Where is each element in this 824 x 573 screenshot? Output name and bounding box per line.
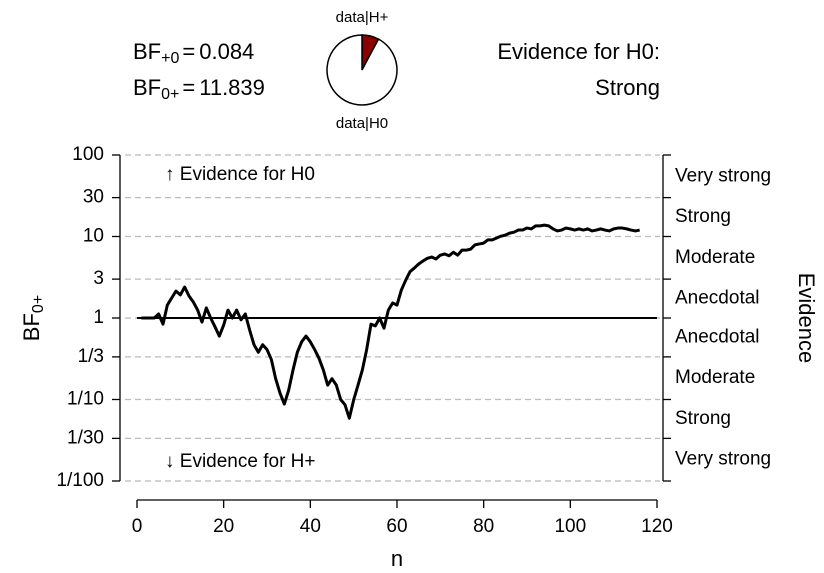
evidence-category: Very strong <box>675 449 771 470</box>
annotation: ↑ Evidence for H0 <box>165 164 315 185</box>
y-tick-label: 10 <box>83 226 104 247</box>
y-tick-label: 1/3 <box>78 346 104 367</box>
bf-label: BF0+ = 11.839 <box>133 75 265 103</box>
bf-operator: = <box>182 39 195 64</box>
x-tick-label: 100 <box>554 516 586 537</box>
x-tick-label: 20 <box>213 516 234 537</box>
x-tick-label: 0 <box>132 516 143 537</box>
y-tick-label: 1/100 <box>56 470 104 491</box>
pie-label: data|H+ <box>336 9 389 26</box>
bf-subscript: 0+ <box>161 86 179 103</box>
x-tick-label: 80 <box>473 516 494 537</box>
evidence-title: Evidence for H0: <box>497 39 660 64</box>
x-tick-label: 60 <box>386 516 407 537</box>
y-tick-label: 30 <box>83 187 104 208</box>
bf-name: BF <box>133 75 161 100</box>
bf-operator: = <box>182 75 195 100</box>
evidence-category: Anecdotal <box>675 288 760 309</box>
evidence-category: Moderate <box>675 367 755 388</box>
evidence-category: Strong <box>675 408 731 429</box>
y-tick-label: 3 <box>93 268 104 289</box>
y-title-sub: 0+ <box>30 295 47 313</box>
y-tick-label: 100 <box>72 144 104 165</box>
x-tick-label: 120 <box>641 516 673 537</box>
bf-name: BF <box>133 39 161 64</box>
evidence-category: Moderate <box>675 247 755 268</box>
y-tick-label: 1/10 <box>67 389 104 410</box>
bf-value: 0.084 <box>199 39 254 64</box>
evidence-category: Anecdotal <box>675 326 760 347</box>
evidence-level: Strong <box>595 75 660 100</box>
bf-label: BF+0 = 0.084 <box>133 39 254 67</box>
bf-value: 11.839 <box>199 75 265 100</box>
y-tick-label: 1 <box>93 307 104 328</box>
y-title-main: BF <box>19 313 44 341</box>
data-line <box>141 223 640 420</box>
right-axis-title: Evidence <box>794 273 819 364</box>
bf-subscript: +0 <box>161 50 179 67</box>
pie-label: data|H0 <box>336 115 388 132</box>
evidence-category: Strong <box>675 206 731 227</box>
pie-slice <box>326 34 398 106</box>
evidence-category: Very strong <box>675 165 771 186</box>
y-tick-label: 1/30 <box>67 427 104 448</box>
x-tick-label: 40 <box>300 516 321 537</box>
x-axis-title: n <box>391 546 403 571</box>
y-axis-title: BF0+ <box>19 295 47 341</box>
annotation: ↓ Evidence for H+ <box>165 451 316 472</box>
